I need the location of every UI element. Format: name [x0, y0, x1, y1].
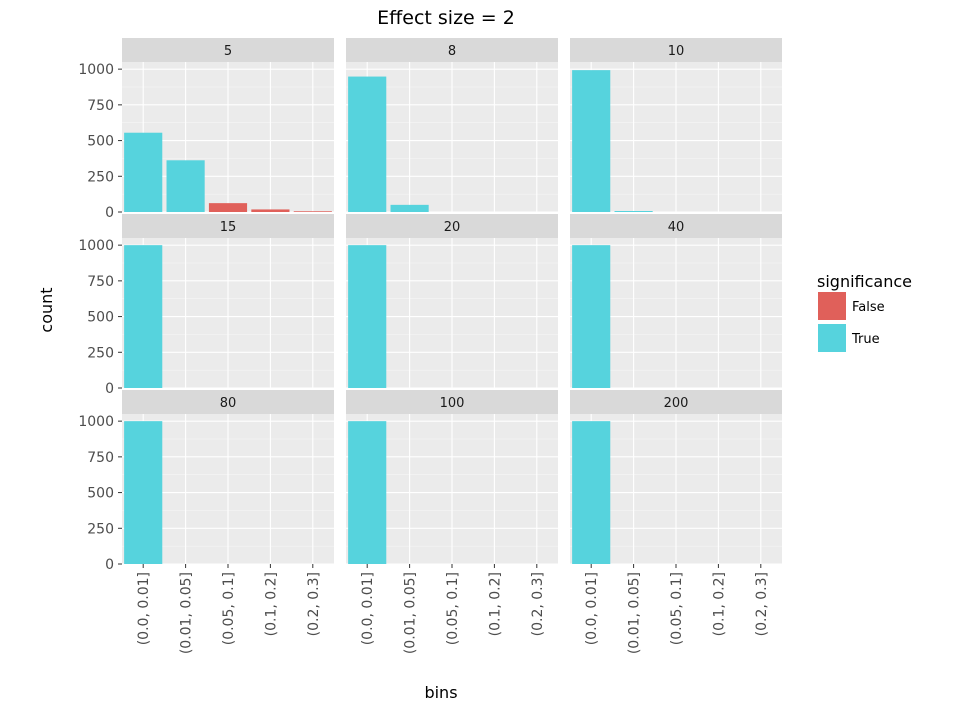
facet-strip: [346, 390, 558, 414]
legend-key-false: [818, 292, 846, 320]
facet-strip: [570, 38, 782, 62]
x-tick-label: (0.2, 0.3]: [754, 572, 770, 636]
bar-5-1: [166, 160, 205, 212]
facet-strip-label: 10: [668, 44, 685, 59]
facet-strip-label: 20: [444, 220, 461, 235]
y-tick-label: 750: [87, 450, 114, 466]
bar-80-0: [124, 421, 163, 564]
x-tick-label: (0.05, 0.1]: [221, 572, 237, 645]
x-tick-label: (0.1, 0.2]: [263, 572, 279, 636]
x-tick-label: (0.2, 0.3]: [530, 572, 546, 636]
x-tick-label: (0.01, 0.05]: [627, 572, 643, 654]
y-tick-label: 750: [87, 274, 114, 290]
x-tick-label: (0.0, 0.01]: [360, 572, 376, 645]
y-tick-label: 250: [87, 169, 114, 185]
legend: significance False True: [817, 272, 912, 352]
facet-panel-8: 8: [346, 38, 558, 213]
y-tick-label: 250: [87, 521, 114, 537]
facet-strip: [122, 390, 334, 414]
x-tick-label: (0.05, 0.1]: [445, 572, 461, 645]
bar-8-1: [390, 204, 429, 212]
legend-key-true: [818, 324, 846, 352]
facet-strip: [122, 38, 334, 62]
facet-strip-label: 5: [224, 44, 232, 59]
legend-title: significance: [817, 272, 912, 291]
y-tick-label: 0: [105, 557, 114, 573]
facet-strip-label: 40: [668, 220, 685, 235]
facet-strip: [122, 214, 334, 238]
legend-label-true: True: [851, 332, 880, 347]
y-tick-label: 1000: [78, 238, 114, 254]
facet-strip-label: 80: [220, 396, 237, 411]
chart-title: Effect size = 2: [377, 7, 515, 29]
y-tick-label: 0: [105, 205, 114, 221]
facet-strip-label: 15: [220, 220, 237, 235]
x-tick-label: (0.2, 0.3]: [306, 572, 322, 636]
bar-100-0: [348, 421, 387, 564]
facet-panel-10: 10: [570, 38, 782, 213]
facet-panel-40: 40: [570, 214, 782, 389]
bar-200-0: [572, 421, 611, 564]
y-tick-label: 500: [87, 486, 114, 502]
bar-40-0: [572, 245, 611, 388]
bar-20-0: [348, 245, 387, 388]
x-tick-label: (0.01, 0.05]: [179, 572, 195, 654]
x-tick-label: (0.05, 0.1]: [669, 572, 685, 645]
y-tick-label: 0: [105, 381, 114, 397]
bar-10-1: [614, 211, 653, 212]
y-axis-title: count: [37, 287, 56, 332]
x-tick-label: (0.1, 0.2]: [487, 572, 503, 636]
facet-panel-80: 80 0 250 500 750 1000 (0.0, 0.01] (0.01, 0.05] (…: [78, 390, 334, 654]
facet-strip: [570, 390, 782, 414]
bar-5-3: [251, 209, 290, 212]
facet-panel-15: 15 0 250 500 750 1000: [78, 214, 334, 397]
facet-strip: [346, 38, 558, 62]
x-tick-label: (0.0, 0.01]: [136, 572, 152, 645]
y-tick-label: 500: [87, 310, 114, 326]
bar-5-4: [293, 211, 332, 212]
facet-strip: [570, 214, 782, 238]
facet-strip-label: 8: [448, 44, 456, 59]
facet-panel-200: 200 (0.0, 0.01] (0.01, 0.05] (0.05, 0.1] (0.…: [570, 390, 782, 654]
bar-5-2: [208, 203, 248, 212]
bar-5-0: [124, 132, 163, 212]
bar-8-0: [348, 76, 387, 212]
facet-panel-5: 5 0 250 500 750 1000: [78, 38, 334, 221]
facet-strip-label: 200: [664, 396, 689, 411]
facet-strip: [346, 214, 558, 238]
bar-15-0: [124, 245, 163, 388]
y-tick-label: 1000: [78, 62, 114, 78]
bar-10-0: [572, 70, 611, 213]
legend-label-false: False: [852, 300, 885, 315]
y-tick-label: 1000: [78, 414, 114, 430]
y-tick-label: 500: [87, 134, 114, 150]
y-tick-label: 250: [87, 345, 114, 361]
x-tick-label: (0.0, 0.01]: [584, 572, 600, 645]
x-axis-title: bins: [424, 683, 457, 702]
facet-panel-100: 100 (0.0, 0.01] (0.01, 0.05] (0.05, 0.1] (0.…: [346, 390, 558, 654]
facet-strip-label: 100: [440, 396, 465, 411]
y-tick-label: 750: [87, 98, 114, 114]
x-tick-label: (0.1, 0.2]: [711, 572, 727, 636]
facet-panel-20: 20: [346, 214, 558, 389]
x-tick-label: (0.01, 0.05]: [403, 572, 419, 654]
